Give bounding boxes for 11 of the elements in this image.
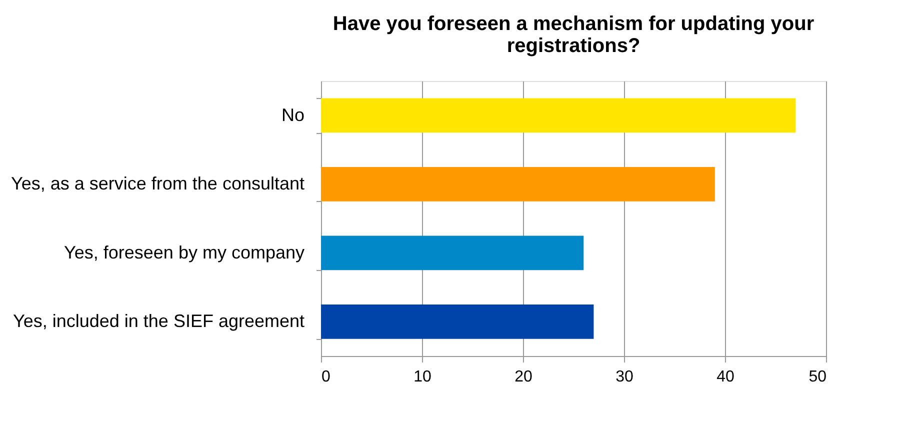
x-tick-label: 50	[808, 368, 827, 386]
chart-title: Have you foreseen a mechanism for updating your registrations?	[332, 13, 814, 57]
x-tick-label: 10	[414, 368, 432, 386]
y-tick-label: Yes, included in the SIEF agreement	[12, 311, 304, 332]
x-tick-label: 0	[322, 368, 330, 386]
x-tick-label: 30	[616, 368, 634, 386]
x-tick-label: 20	[514, 368, 532, 386]
y-tick-label: Yes, foreseen by my company	[64, 242, 304, 262]
x-tick-label: 40	[716, 368, 734, 386]
y-tick-label: Yes, as a service from the consultant	[11, 174, 304, 194]
y-tick-label: No	[281, 104, 304, 125]
